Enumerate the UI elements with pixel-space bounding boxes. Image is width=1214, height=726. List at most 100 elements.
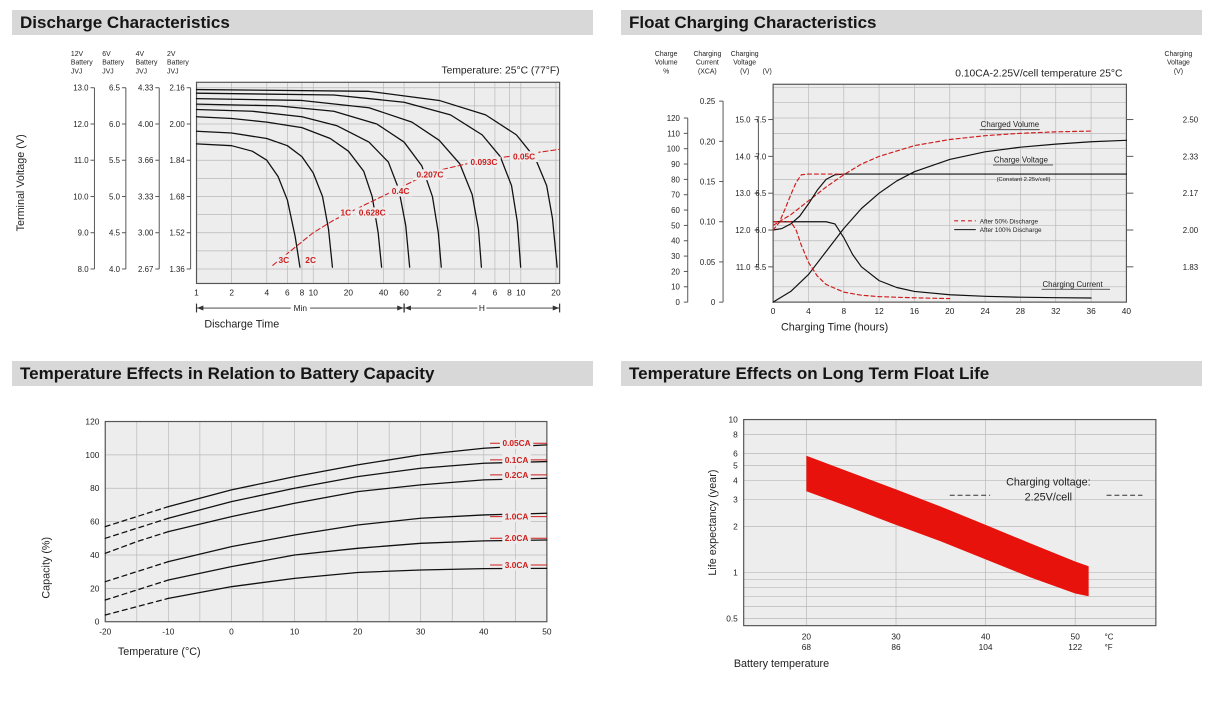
curve-charging-current-after-100 — [772, 221, 1092, 299]
left-axes: Charge Volume% Charging Current(XCA) Chargin… — [655, 51, 774, 307]
svg-text:6: 6 — [733, 449, 738, 459]
svg-text:60: 60 — [671, 206, 680, 215]
svg-text:40: 40 — [981, 632, 991, 642]
svg-text:40: 40 — [379, 287, 389, 297]
svg-text:JVJ: JVJ — [167, 68, 178, 75]
svg-text:6.5: 6.5 — [755, 189, 767, 198]
svg-text:30: 30 — [671, 252, 680, 261]
svg-text:8: 8 — [300, 287, 305, 297]
svg-text:20: 20 — [90, 584, 100, 594]
curve-charging-current-after-50 — [772, 221, 951, 300]
svg-text:Voltage: Voltage — [733, 60, 756, 67]
svg-text:H: H — [479, 303, 485, 313]
curve-3.0CA — [167, 568, 548, 600]
svg-text:122: 122 — [1068, 643, 1082, 653]
svg-text:Current: Current — [696, 60, 719, 67]
svg-text:4.0: 4.0 — [109, 265, 121, 274]
curve-0.628C — [195, 108, 411, 268]
svg-text:10: 10 — [290, 627, 300, 637]
svg-text:(Constant 2.25v/cell): (Constant 2.25v/cell) — [997, 177, 1051, 183]
svg-text:16: 16 — [910, 306, 920, 316]
svg-text:0: 0 — [95, 617, 100, 627]
svg-text:40: 40 — [479, 627, 489, 637]
svg-text:1: 1 — [194, 287, 199, 297]
svg-text:50: 50 — [671, 221, 680, 230]
svg-text:2.00: 2.00 — [169, 120, 185, 129]
svg-text:20: 20 — [551, 287, 561, 297]
svg-text:4: 4 — [264, 287, 269, 297]
svg-text:1.83: 1.83 — [1183, 263, 1199, 272]
svg-text:20: 20 — [802, 632, 812, 642]
svg-text:6.0: 6.0 — [755, 226, 767, 235]
svg-text:2.0CA: 2.0CA — [505, 534, 529, 544]
svg-text:0.05CA: 0.05CA — [502, 439, 530, 449]
svg-text:100: 100 — [667, 145, 681, 154]
svg-text:8: 8 — [507, 287, 512, 297]
svg-text:0.15: 0.15 — [700, 177, 716, 186]
right-axis: Charging Voltage(V) 2.50 2.33 2.17 2.00 1.83 — [1126, 51, 1199, 272]
svg-text:12.0: 12.0 — [73, 120, 89, 129]
svg-text:0: 0 — [229, 627, 234, 637]
plot-border — [743, 419, 1157, 627]
svg-text:1.52: 1.52 — [169, 229, 184, 238]
curve-0.05CA — [167, 444, 548, 508]
curve-2.0CA — [167, 539, 548, 582]
svg-text:2V: 2V — [167, 51, 176, 58]
float-life-chart: 1086543210.5206830864010450122°C°FBatter… — [707, 415, 1157, 670]
svg-text:80: 80 — [671, 175, 680, 184]
svg-text:0.25: 0.25 — [700, 97, 716, 106]
svg-text:0.207C: 0.207C — [417, 170, 444, 180]
curve-charge-voltage-after-50 — [772, 173, 845, 231]
svg-text:0.5: 0.5 — [726, 614, 738, 624]
svg-text:Terminal Voltage (V): Terminal Voltage (V) — [15, 134, 27, 231]
panel-title-float-charging: Float Charging Characteristics — [621, 10, 1202, 35]
svg-text:24: 24 — [980, 306, 990, 316]
svg-text:30: 30 — [416, 627, 426, 637]
svg-text:4: 4 — [733, 476, 738, 486]
svg-text:40: 40 — [1122, 306, 1132, 316]
svg-text:60: 60 — [90, 517, 100, 527]
curve-3C — [195, 143, 301, 268]
svg-text:Temperature: 25°C (77°F): Temperature: 25°C (77°F) — [441, 65, 559, 76]
svg-text:12.0: 12.0 — [735, 226, 751, 235]
svg-text:6: 6 — [493, 287, 498, 297]
svg-text:7.5: 7.5 — [755, 115, 767, 124]
svg-text:120: 120 — [85, 417, 99, 427]
svg-text:0.05C: 0.05C — [513, 152, 535, 162]
svg-text:20: 20 — [671, 267, 680, 276]
x-axis-title: Temperature (°C) — [118, 647, 201, 659]
svg-text:0: 0 — [676, 298, 681, 307]
x-tick-labels: 0 4 8 12 16 20 24 28 32 36 40 — [771, 306, 1132, 316]
svg-text:50: 50 — [542, 627, 552, 637]
svg-text:2.17: 2.17 — [1183, 189, 1198, 198]
svg-text:0.2CA: 0.2CA — [505, 470, 529, 480]
svg-text:14.0: 14.0 — [735, 152, 751, 161]
svg-text:120: 120 — [667, 114, 681, 123]
svg-text:68: 68 — [802, 643, 812, 653]
svg-text:Charge Voltage: Charge Voltage — [994, 156, 1049, 165]
svg-text:5.0: 5.0 — [109, 192, 121, 201]
curve-0.05C — [195, 88, 558, 268]
svg-text:3C: 3C — [279, 255, 290, 265]
svg-text:5: 5 — [733, 461, 738, 471]
svg-text:10.0: 10.0 — [73, 192, 89, 201]
svg-text:20: 20 — [945, 306, 955, 316]
capacity-curves — [104, 444, 548, 617]
legend: After 50% Discharge After 100% Discharge — [954, 218, 1042, 234]
svg-text:10: 10 — [516, 287, 526, 297]
svg-text:2: 2 — [229, 287, 234, 297]
curve-0.2CA — [167, 478, 548, 533]
charging-curves — [772, 130, 1128, 303]
svg-text:JVJ: JVJ — [71, 68, 82, 75]
grid — [104, 421, 548, 623]
svg-text:1.68: 1.68 — [169, 192, 185, 201]
svg-text:°F: °F — [1105, 644, 1113, 653]
svg-text:JVJ: JVJ — [102, 68, 113, 75]
svg-text:Charging voltage:: Charging voltage: — [1006, 477, 1091, 489]
svg-text:Charging: Charging — [731, 51, 759, 58]
svg-text:0.628C: 0.628C — [359, 208, 386, 218]
svg-text:6.5: 6.5 — [109, 84, 121, 93]
svg-text:3.0CA: 3.0CA — [505, 560, 529, 570]
